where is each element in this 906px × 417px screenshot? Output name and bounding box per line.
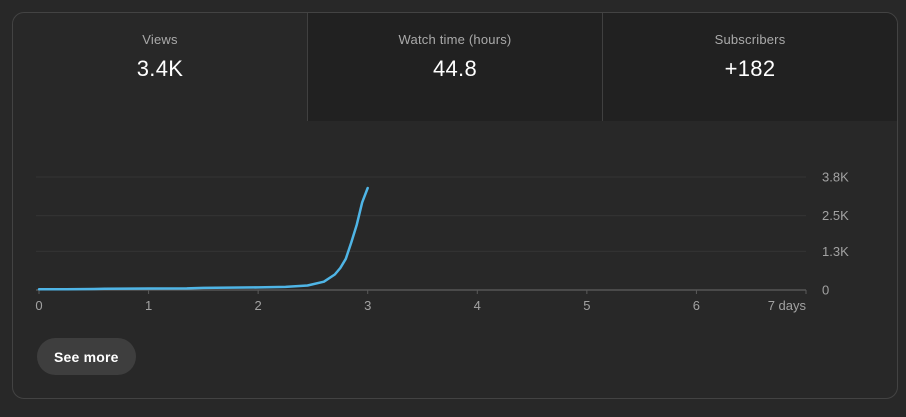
y-axis-label: 2.5K xyxy=(822,208,849,223)
x-axis-label: 1 xyxy=(145,298,152,313)
x-axis-label: 6 xyxy=(693,298,700,313)
y-axis-label: 0 xyxy=(822,283,829,298)
tab-views-label: Views xyxy=(142,32,178,47)
tab-subscribers[interactable]: Subscribers +182 xyxy=(602,13,897,121)
views-series-line xyxy=(37,186,369,291)
x-axis-label: 4 xyxy=(474,298,481,313)
analytics-card: Views 3.4K Watch time (hours) 44.8 Subsc… xyxy=(12,12,898,399)
x-axis-label: 0 xyxy=(35,298,42,313)
y-axis-label: 1.3K xyxy=(822,244,849,259)
views-line-chart: 0 1.3K 2.5K 3.8K 0 1 2 3 4 5 6 7 days xyxy=(35,170,849,314)
tab-watch-time[interactable]: Watch time (hours) 44.8 xyxy=(307,13,602,121)
x-axis-label: 3 xyxy=(364,298,371,313)
y-axis-label: 3.8K xyxy=(822,170,849,185)
x-axis-label: 2 xyxy=(255,298,262,313)
tab-views-value: 3.4K xyxy=(136,56,184,81)
tab-watch-time-label: Watch time (hours) xyxy=(398,32,512,47)
tab-subscribers-label: Subscribers xyxy=(714,32,786,47)
see-more-button[interactable]: See more xyxy=(37,338,136,375)
x-axis-label: 5 xyxy=(583,298,590,313)
tab-watch-time-value: 44.8 xyxy=(432,56,478,81)
metric-tabs: Views 3.4K Watch time (hours) 44.8 Subsc… xyxy=(13,13,897,121)
x-axis-label: 7 days xyxy=(768,298,807,313)
views-chart-area[interactable]: 0 1.3K 2.5K 3.8K 0 1 2 3 4 5 6 7 days xyxy=(13,130,897,325)
tab-views[interactable]: Views 3.4K xyxy=(13,13,307,121)
tab-subscribers-value: +182 xyxy=(724,56,776,81)
